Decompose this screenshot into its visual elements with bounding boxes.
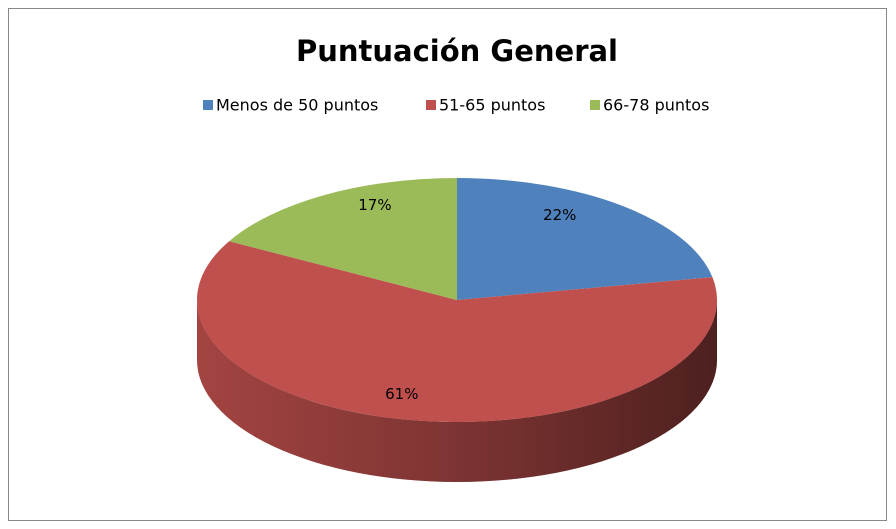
chart-title: Puntuación General (296, 34, 618, 68)
legend-label: 66-78 puntos (603, 96, 709, 115)
legend-label: 51-65 puntos (439, 96, 545, 115)
legend-swatch (590, 100, 600, 110)
data-label: 61% (385, 385, 418, 403)
legend-swatch (426, 100, 436, 110)
legend-swatch (203, 100, 213, 110)
side-shade (197, 300, 717, 482)
legend-label: Menos de 50 puntos (216, 96, 378, 115)
slice (457, 178, 713, 300)
slice (197, 241, 718, 422)
slice (229, 178, 457, 300)
data-label: 17% (358, 196, 391, 214)
data-label: 22% (543, 206, 576, 224)
